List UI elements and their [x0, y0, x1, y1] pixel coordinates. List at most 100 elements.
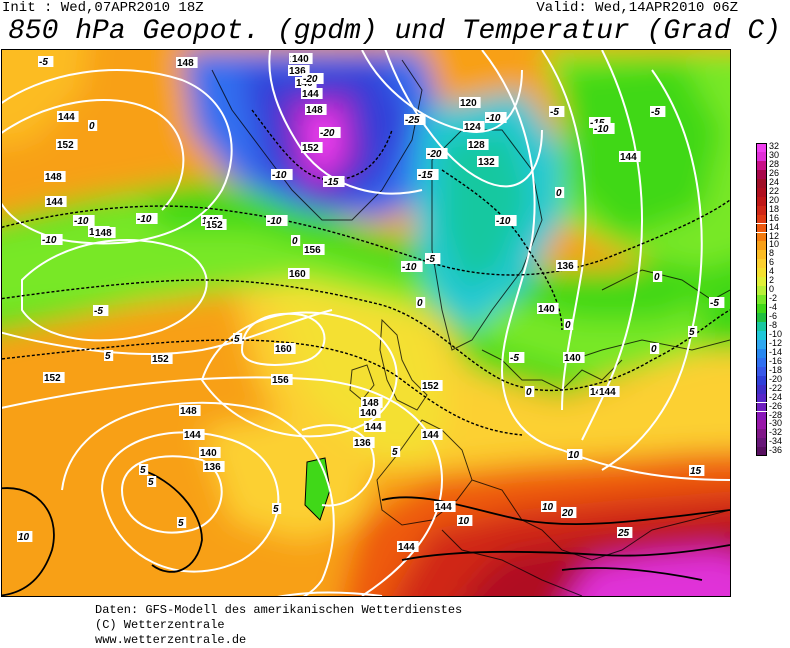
credit-website: www.wetterzentrale.de [95, 633, 247, 647]
temperature-label: 0 [417, 298, 423, 309]
geopotential-label: 152 [57, 140, 74, 151]
temperature-label: 5 [273, 504, 279, 515]
legend-swatch [756, 438, 767, 448]
geopotential-label: 140 [360, 408, 377, 419]
temperature-label: 0 [556, 188, 562, 199]
legend-swatch [756, 196, 767, 206]
legend-label: 28 [769, 158, 780, 169]
temperature-label: 0 [654, 272, 660, 283]
legend-swatch [756, 178, 767, 188]
legend-swatch [756, 357, 767, 367]
legend-swatch [756, 241, 767, 251]
temperature-label: -5 [94, 306, 103, 317]
legend-label: -2 [769, 293, 778, 304]
geopotential-label: 136 [204, 462, 221, 473]
temperature-label: 5 [234, 334, 240, 345]
geopotential-label: 144 [422, 430, 439, 441]
temperature-label: -10 [42, 235, 57, 246]
temperature-label: -10 [267, 216, 282, 227]
geopotential-label: 152 [206, 220, 223, 231]
temperature-label: 5 [392, 447, 398, 458]
temperature-label: 15 [690, 466, 702, 477]
legend-swatch [756, 429, 767, 439]
legend-swatch [756, 322, 767, 331]
geopotential-label: 120 [460, 98, 477, 109]
legend-label: -26 [769, 400, 783, 411]
geopotential-label: 140 [292, 54, 309, 65]
legend-label: -10 [769, 328, 783, 339]
temperature-label: -5 [710, 298, 719, 309]
geopotential-label: 140 [564, 353, 581, 364]
geopotential-label: 152 [422, 381, 439, 392]
legend-label: -28 [769, 409, 783, 420]
temperature-label: -10 [594, 124, 609, 135]
temperature-label: 20 [561, 508, 574, 519]
geopotential-label: 144 [435, 502, 452, 513]
coastlines [211, 59, 730, 596]
temperature-label: -10 [74, 216, 89, 227]
geopotential-label: 136 [289, 66, 306, 77]
legend-swatch [756, 411, 767, 421]
temperature-field [2, 50, 730, 596]
geopotential-label: 124 [464, 122, 481, 133]
temperature-label: -5 [39, 57, 48, 68]
geopotential-label: 148 [306, 105, 323, 116]
geopotential-label: 144 [302, 89, 319, 100]
legend-label: -36 [769, 445, 783, 456]
legend-label: 2 [769, 275, 775, 286]
temperature-label: -10 [137, 214, 152, 225]
geopotential-label: 148 [45, 172, 62, 183]
legend-label: -34 [769, 436, 783, 447]
legend-swatch [756, 277, 767, 287]
valid-time: Valid: Wed,14APR2010 06Z [536, 0, 738, 16]
geopotential-label: 148 [95, 228, 112, 239]
geopotential-label: 160 [289, 269, 306, 280]
legend-label: -4 [769, 302, 778, 313]
temperature-label: 25 [617, 528, 630, 539]
legend-swatch [756, 339, 767, 349]
geopotential-label: 136 [557, 261, 574, 272]
temperature-label: -5 [651, 107, 660, 118]
geopotential-label: 136 [354, 438, 371, 449]
legend-label: 16 [769, 212, 780, 223]
legend-label: 22 [769, 185, 780, 196]
geopotential-label: 148 [177, 58, 194, 69]
legend-label: -22 [769, 382, 783, 393]
temperature-label: -20 [427, 149, 442, 160]
legend-label: 14 [769, 221, 780, 232]
legend-swatch [756, 205, 767, 215]
legend-label: -24 [769, 391, 783, 402]
geopotential-labels: 1481401361401441521481481441441481521401… [43, 53, 641, 553]
temperature-label: -5 [550, 107, 559, 118]
temperature-label: 5 [148, 477, 154, 488]
legend-label: 0 [769, 284, 775, 295]
geopotential-label: 148 [180, 406, 197, 417]
geopotential-label: 132 [478, 157, 495, 168]
legend-label: 10 [769, 239, 780, 250]
temperature-label: -15 [324, 177, 339, 188]
legend-label: 4 [769, 266, 775, 277]
legend-label: -18 [769, 364, 783, 375]
legend-swatch [756, 348, 767, 358]
geopotential-label: 144 [46, 197, 63, 208]
legend-label: 8 [769, 248, 775, 259]
geopotential-label: 144 [365, 422, 382, 433]
temperature-label: 10 [18, 532, 30, 543]
geopotential-label: 144 [184, 430, 201, 441]
geopotential-label: 152 [152, 354, 169, 365]
temperature-label: 5 [140, 465, 146, 476]
legend-label: -14 [769, 346, 783, 357]
geopotential-label: 128 [468, 140, 485, 151]
legend-label: 32 [769, 141, 780, 151]
legend-swatch [756, 330, 767, 340]
legend-swatch [756, 402, 767, 412]
geopotential-label: 156 [304, 245, 321, 256]
legend-swatch [756, 259, 767, 269]
temperature-labels: -5-50-10-10-10 -10-10-500-555555551010-20… [17, 56, 725, 543]
legend-label: 6 [769, 257, 775, 268]
temperature-label: 0 [651, 344, 657, 355]
geopotential-label: 152 [302, 143, 319, 154]
legend-swatch [756, 313, 767, 322]
temperature-label: -10 [272, 170, 287, 181]
temperature-label: 5 [178, 518, 184, 529]
